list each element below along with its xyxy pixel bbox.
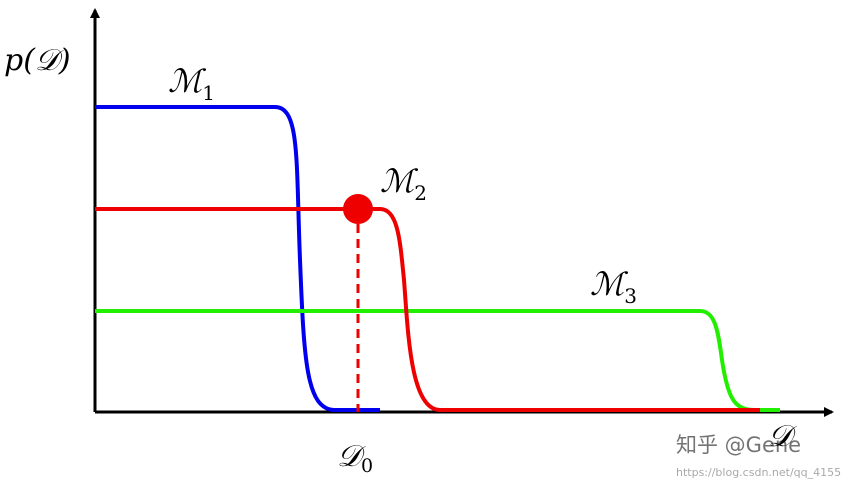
m2-marker-point [343,194,373,224]
label-m3-sub: 3 [624,284,637,308]
curve-m3 [95,309,780,412]
curve-m2 [95,207,760,412]
label-m3-main: ℳ [590,265,629,303]
watermark-main: 知乎 @Gene [676,433,801,457]
x-tick-d0: 𝒟0 [337,439,373,477]
x-tick-d0-sub: 0 [361,455,373,477]
label-m2: ℳ2 [380,162,427,205]
curve-m1 [95,105,380,412]
label-m3: ℳ3 [590,265,637,308]
label-m1: ℳ1 [168,62,215,105]
label-m1-main: ℳ [168,62,207,100]
y-axis-label: p(𝒟) [4,43,71,78]
watermark-url: https://blog.csdn.net/qq_41552 [676,466,841,479]
label-m1-sub: 1 [202,81,215,105]
label-m2-sub: 2 [414,181,427,205]
label-m2-main: ℳ [380,162,419,200]
